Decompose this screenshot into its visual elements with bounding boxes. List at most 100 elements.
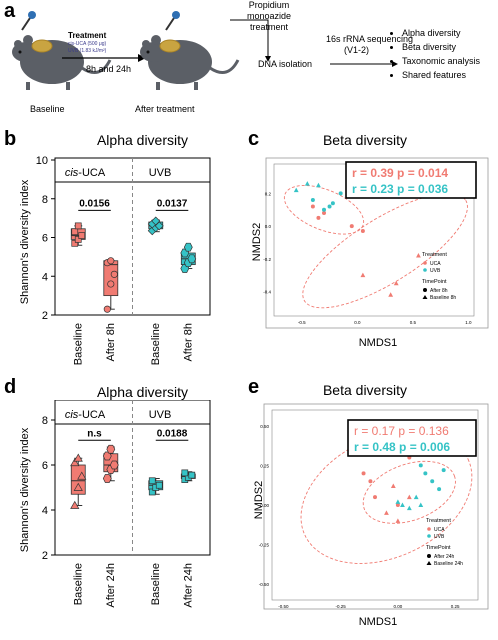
flow-arrow-1-icon bbox=[265, 56, 271, 62]
x-tick-label: Baseline bbox=[150, 563, 162, 605]
flow-arrow-2-icon bbox=[392, 61, 398, 67]
legend-label-after: After 8h bbox=[430, 288, 448, 294]
data-point bbox=[70, 458, 80, 467]
pma-line1: Propidium bbox=[248, 0, 290, 10]
baseline-label: Baseline bbox=[30, 104, 65, 114]
data-point bbox=[188, 471, 196, 479]
y-tick-label: 0.50 bbox=[260, 424, 269, 429]
data-point bbox=[74, 236, 82, 243]
legend-title-timepoint: TimePoint bbox=[422, 279, 447, 285]
y-tick-label: 10 bbox=[36, 155, 48, 167]
data-point bbox=[310, 197, 315, 202]
y-tick-label: 0.0 bbox=[265, 224, 272, 229]
times-label: 8h and 24h bbox=[86, 64, 132, 74]
data-point bbox=[322, 207, 326, 212]
x-tick-label: After 24h bbox=[182, 563, 194, 608]
x-tick-label: -0.25 bbox=[336, 604, 347, 609]
x-tick-label: -0.5 bbox=[298, 320, 306, 325]
panel-c-title: Beta diversity bbox=[322, 132, 408, 148]
pma-line3: treatment bbox=[249, 22, 289, 32]
data-point bbox=[395, 503, 400, 507]
data-point bbox=[109, 460, 119, 470]
legend-title-treatment: Treatment bbox=[426, 518, 451, 524]
data-point bbox=[416, 253, 421, 258]
legend-label-uca: UCA bbox=[434, 527, 445, 533]
y-tick-label: 8 bbox=[42, 194, 48, 206]
y-tick-label: 0.00 bbox=[260, 503, 269, 508]
legend-marker-baseline bbox=[422, 295, 428, 299]
data-point bbox=[327, 204, 332, 209]
data-point bbox=[110, 270, 118, 278]
legend-label-after: After 24h bbox=[434, 554, 455, 560]
p-value-label: 0.0188 bbox=[157, 428, 188, 439]
data-point bbox=[400, 502, 405, 507]
data-point bbox=[77, 471, 87, 480]
panel-a-diagram bbox=[12, 11, 398, 90]
data-point bbox=[390, 483, 396, 488]
y-tick-label: 0.2 bbox=[265, 191, 272, 196]
x-tick-label: 0.0 bbox=[354, 320, 361, 325]
legend-marker-uvb bbox=[427, 534, 431, 538]
y-tick-label: -0.4 bbox=[263, 289, 271, 294]
y-tick-label: 4 bbox=[42, 505, 48, 517]
group-label-cis-uca: cis-UCA bbox=[65, 409, 106, 421]
data-point bbox=[441, 468, 446, 473]
data-point bbox=[183, 242, 193, 252]
data-point bbox=[107, 257, 115, 265]
y-tick-label: -0.50 bbox=[259, 582, 270, 587]
data-point bbox=[70, 500, 80, 509]
data-point bbox=[106, 444, 116, 454]
x-tick-label: Baseline bbox=[72, 323, 84, 365]
x-tick-label: 1.0 bbox=[465, 320, 472, 325]
p-value-label: 0.0137 bbox=[157, 198, 188, 209]
data-point bbox=[74, 222, 82, 230]
output-item: Alpha diversity bbox=[402, 26, 480, 40]
data-point bbox=[368, 479, 373, 484]
x-tick-label: After 24h bbox=[105, 563, 117, 608]
box bbox=[103, 260, 119, 297]
data-point bbox=[151, 216, 161, 226]
confidence-ellipse bbox=[362, 460, 456, 524]
data-point bbox=[293, 187, 299, 193]
data-point bbox=[310, 204, 315, 209]
y-axis-label: Shannon's diversity index bbox=[19, 179, 31, 304]
data-point bbox=[437, 487, 442, 492]
y-tick-label: -0.2 bbox=[263, 257, 271, 262]
p-value-label: n.s bbox=[87, 428, 102, 439]
data-point bbox=[304, 181, 310, 186]
treatment-line1: cis-UCA (500 μg) bbox=[68, 41, 107, 47]
legend-label-uvb: UVB bbox=[430, 268, 441, 274]
data-point bbox=[316, 182, 321, 188]
data-point bbox=[361, 471, 366, 476]
data-point bbox=[71, 239, 79, 247]
data-point bbox=[71, 228, 79, 236]
treatment-line2: UVB (1.83 kJ/m²) bbox=[68, 48, 107, 54]
x-tick-label: 0.25 bbox=[451, 604, 460, 609]
y-axis-label: NMDS2 bbox=[253, 481, 265, 520]
data-point bbox=[148, 477, 156, 485]
after-treatment-label: After treatment bbox=[135, 104, 195, 114]
panel-letter-b: b bbox=[4, 128, 17, 150]
legend-title-timepoint: TimePoint bbox=[426, 545, 451, 551]
panel-letter-a: a bbox=[4, 0, 16, 22]
data-point bbox=[413, 494, 419, 500]
pma-line2: monoazide bbox=[246, 11, 292, 21]
data-point bbox=[73, 482, 83, 491]
data-point bbox=[406, 494, 412, 500]
x-axis-label: NMDS1 bbox=[359, 616, 398, 628]
data-point bbox=[388, 292, 394, 297]
legend-label-baseline: Baseline 24h bbox=[434, 561, 463, 567]
x-axis-label: NMDS1 bbox=[359, 337, 398, 349]
y-axis-label: NMDS2 bbox=[251, 223, 263, 262]
data-point bbox=[73, 453, 83, 462]
x-tick-label: Baseline bbox=[150, 323, 162, 365]
data-point bbox=[430, 479, 435, 484]
beta-diversity-24h-chart: NMDS2 NMDS1 -0.50 -0.25 0.00 0.25 0.50 0.25 0.… bbox=[253, 403, 489, 628]
stat-line-uvb: r = 0.48 p = 0.006 bbox=[354, 440, 450, 454]
data-point bbox=[418, 502, 424, 507]
flow-line-1 bbox=[230, 19, 269, 58]
legend-title-treatment: Treatment bbox=[422, 252, 447, 258]
arrow-head-icon bbox=[138, 54, 146, 62]
legend-marker-after bbox=[423, 288, 427, 292]
sequencing-line2: (V1-2) bbox=[344, 45, 370, 55]
